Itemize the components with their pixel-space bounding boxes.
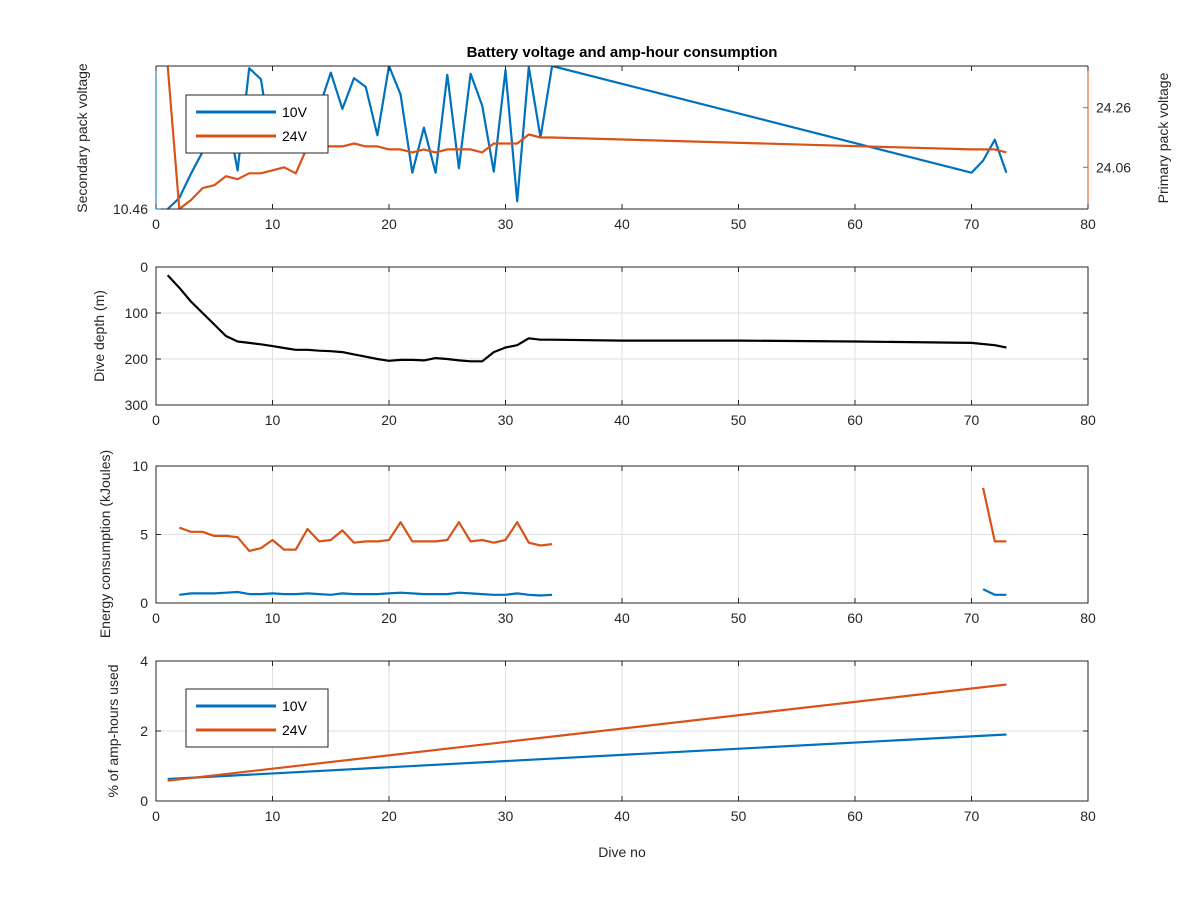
- legend: 10V 24V: [185, 688, 329, 748]
- x-tick-label: 70: [964, 216, 980, 232]
- y-tick-label: 10: [132, 458, 148, 474]
- x-tick-label: 20: [381, 610, 397, 626]
- legend-label: 24V: [282, 722, 308, 738]
- x-axis-label: Dive no: [598, 844, 646, 860]
- legend-box: [185, 94, 329, 154]
- y-tick-label: 0: [140, 259, 148, 275]
- x-tick-label: 70: [964, 412, 980, 428]
- series-line-10v: [167, 733, 1007, 781]
- x-tick-label: 50: [731, 216, 747, 232]
- axes-box: [155, 465, 1089, 604]
- legend-label: 10V: [282, 104, 308, 120]
- x-tick-label: 20: [381, 808, 397, 824]
- x-tick-label: 60: [847, 412, 863, 428]
- x-tick-label: 30: [498, 808, 514, 824]
- y-tick-label: 200: [125, 351, 149, 367]
- x-tick-label: 60: [847, 610, 863, 626]
- y-left-axis-label: Secondary pack voltage: [74, 63, 90, 213]
- legend-label: 10V: [282, 698, 308, 714]
- x-tick-label: 60: [847, 216, 863, 232]
- y-left-tick-label: 10.46: [113, 201, 148, 217]
- y-tick-label: 5: [140, 527, 148, 543]
- x-tick-label: 0: [152, 610, 160, 626]
- x-tick-label: 70: [964, 610, 980, 626]
- series-line-24v: [166, 66, 1007, 209]
- x-tick-label: 30: [498, 412, 514, 428]
- x-tick-label: 50: [731, 808, 747, 824]
- y-tick-label: 0: [140, 793, 148, 809]
- x-tick-label: 40: [614, 610, 630, 626]
- series-line-depth: [166, 274, 1007, 363]
- y-axis-label: % of amp-hours used: [105, 664, 121, 797]
- y-tick-label: 2: [140, 723, 148, 739]
- axes-box: [155, 266, 1089, 406]
- y-right-axis-label: Primary pack voltage: [1155, 72, 1171, 203]
- series-line-10v-segment: [982, 588, 1007, 596]
- x-tick-label: 0: [152, 412, 160, 428]
- x-tick-label: 10: [265, 216, 281, 232]
- x-tick-label: 30: [498, 610, 514, 626]
- x-tick-label: 0: [152, 216, 160, 232]
- x-tick-label: 80: [1080, 216, 1096, 232]
- legend-box: [185, 688, 329, 748]
- series-line-24v-segment: [178, 521, 553, 553]
- y-right-tick-label: 24.06: [1096, 159, 1131, 175]
- y-tick-label: 300: [125, 397, 149, 413]
- y-tick-label: 100: [125, 305, 149, 321]
- y-axis-label: Dive depth (m): [91, 290, 107, 382]
- x-tick-label: 40: [614, 216, 630, 232]
- x-tick-label: 20: [381, 216, 397, 232]
- x-tick-label: 80: [1080, 808, 1096, 824]
- x-tick-label: 10: [265, 610, 281, 626]
- legend: 10V 24V: [185, 94, 329, 154]
- x-tick-label: 10: [265, 412, 281, 428]
- axes-box: [155, 660, 1089, 802]
- x-tick-label: 60: [847, 808, 863, 824]
- x-tick-label: 80: [1080, 412, 1096, 428]
- y-right-tick-label: 24.26: [1096, 100, 1131, 116]
- y-axis-label: Energy consumption (kJoules): [97, 450, 113, 638]
- x-tick-label: 10: [265, 808, 281, 824]
- x-tick-label: 40: [614, 808, 630, 824]
- x-tick-label: 70: [964, 808, 980, 824]
- x-tick-label: 50: [731, 610, 747, 626]
- series-line-24v-segment: [982, 487, 1007, 543]
- x-tick-label: 30: [498, 216, 514, 232]
- y-tick-label: 4: [140, 653, 148, 669]
- y-tick-label: 0: [140, 595, 148, 611]
- x-tick-label: 50: [731, 412, 747, 428]
- x-tick-label: 40: [614, 412, 630, 428]
- series-line-10v-segment: [179, 590, 553, 597]
- x-tick-label: 20: [381, 412, 397, 428]
- series-line-24v: [167, 683, 1007, 782]
- chart-title: Battery voltage and amp-hour consumption: [467, 44, 778, 61]
- x-tick-label: 0: [152, 808, 160, 824]
- x-tick-label: 80: [1080, 610, 1096, 626]
- legend-label: 24V: [282, 128, 308, 144]
